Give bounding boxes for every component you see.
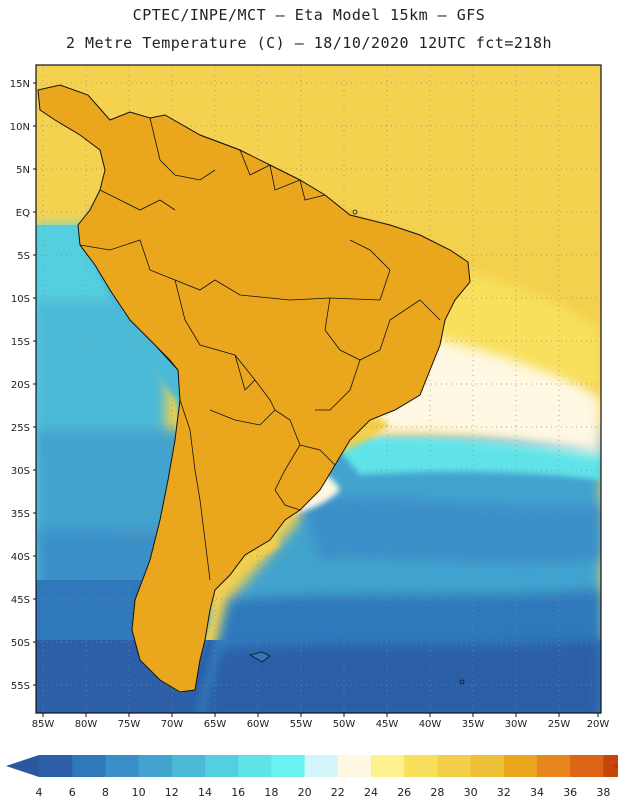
lat-label: 30S bbox=[11, 466, 30, 477]
latitude-labels: 15N 10N 5N EQ 5S 10S 15S 20S 25S 30S 35S… bbox=[10, 79, 30, 692]
colorbar-swatch bbox=[271, 755, 306, 777]
lon-label: 80W bbox=[75, 719, 98, 730]
axis-ticks bbox=[33, 82, 599, 717]
lon-label: 45W bbox=[376, 719, 399, 730]
map-title-line-1: CPTEC/INPE/MCT – Eta Model 15km – GFS bbox=[132, 6, 486, 24]
lat-label: 35S bbox=[11, 509, 30, 520]
lon-label: 20W bbox=[587, 719, 610, 730]
colorbar-label: 18 bbox=[264, 786, 278, 799]
colorbar-swatch bbox=[437, 755, 472, 777]
colorbar-swatch bbox=[603, 755, 618, 777]
lat-label: 25S bbox=[11, 423, 30, 434]
lat-label: 15N bbox=[10, 79, 30, 90]
colorbar-label: 6 bbox=[69, 786, 76, 799]
colorbar-swatch bbox=[404, 755, 438, 777]
lon-label: 50W bbox=[333, 719, 356, 730]
colorbar-swatch bbox=[205, 755, 239, 777]
colorbar-label: 10 bbox=[132, 786, 146, 799]
colorbar-high-arrow bbox=[612, 763, 618, 769]
colorbar-label: 32 bbox=[497, 786, 511, 799]
colorbar-label: 4 bbox=[36, 786, 43, 799]
lon-label: 55W bbox=[290, 719, 313, 730]
lon-label: 60W bbox=[247, 719, 270, 730]
lat-label: EQ bbox=[16, 208, 30, 219]
colorbar-label: 22 bbox=[331, 786, 345, 799]
lat-label: 15S bbox=[11, 337, 30, 348]
country-borders bbox=[79, 117, 441, 581]
colorbar-swatch bbox=[138, 755, 173, 777]
colorbar-swatch bbox=[371, 755, 405, 777]
lat-label: 10N bbox=[10, 122, 30, 133]
lat-label: 50S bbox=[11, 638, 30, 649]
graticule bbox=[36, 65, 601, 713]
temperature-colorbar: 4 6 8 10 12 14 16 18 20 22 24 26 28 30 32 34 36 38 bbox=[6, 755, 618, 799]
colorbar-swatch bbox=[537, 755, 571, 777]
lat-label: 5S bbox=[17, 251, 30, 262]
map-title-line-2: 2 Metre Temperature (C) – 18/10/2020 12U… bbox=[65, 34, 553, 52]
colorbar-label: 24 bbox=[364, 786, 378, 799]
colorbar-label: 30 bbox=[464, 786, 478, 799]
colorbar-label: 8 bbox=[102, 786, 109, 799]
colorbar-label: 16 bbox=[231, 786, 245, 799]
colorbar-swatch bbox=[470, 755, 505, 777]
lat-label: 45S bbox=[11, 595, 30, 606]
lat-label: 20S bbox=[11, 380, 30, 391]
colorbar-swatch bbox=[171, 755, 206, 777]
lon-label: 75W bbox=[118, 719, 141, 730]
colorbar-label: 12 bbox=[165, 786, 179, 799]
lon-label: 65W bbox=[204, 719, 227, 730]
colorbar-swatch bbox=[72, 755, 106, 777]
colorbar-label: 34 bbox=[530, 786, 544, 799]
lon-label: 70W bbox=[161, 719, 184, 730]
lat-label: 55S bbox=[11, 681, 30, 692]
colorbar-swatch bbox=[39, 755, 73, 777]
lat-label: 5N bbox=[16, 165, 30, 176]
lon-label: 40W bbox=[419, 719, 442, 730]
map-field bbox=[36, 65, 601, 713]
colorbar-label: 38 bbox=[596, 786, 610, 799]
colorbar-label: 36 bbox=[563, 786, 577, 799]
lon-label: 25W bbox=[548, 719, 571, 730]
colorbar-label: 20 bbox=[298, 786, 312, 799]
lon-label: 35W bbox=[462, 719, 485, 730]
colorbar-label: 26 bbox=[397, 786, 411, 799]
map-frame bbox=[35, 64, 602, 714]
colorbar-swatch bbox=[105, 755, 140, 777]
colorbar-swatch bbox=[503, 755, 538, 777]
colorbar-swatch bbox=[238, 755, 272, 777]
colorbar-swatch bbox=[337, 755, 372, 777]
colorbar-label: 28 bbox=[430, 786, 444, 799]
lat-label: 40S bbox=[11, 552, 30, 563]
colorbar-label: 14 bbox=[198, 786, 212, 799]
colorbar-swatch bbox=[304, 755, 339, 777]
lon-label: 30W bbox=[505, 719, 528, 730]
lat-label: 10S bbox=[11, 294, 30, 305]
longitude-labels: 85W 80W 75W 70W 65W 60W 55W 50W 45W 40W … bbox=[32, 719, 610, 730]
colorbar-low-arrow bbox=[6, 755, 39, 777]
colorbar-swatch bbox=[570, 755, 604, 777]
lon-label: 85W bbox=[32, 719, 55, 730]
